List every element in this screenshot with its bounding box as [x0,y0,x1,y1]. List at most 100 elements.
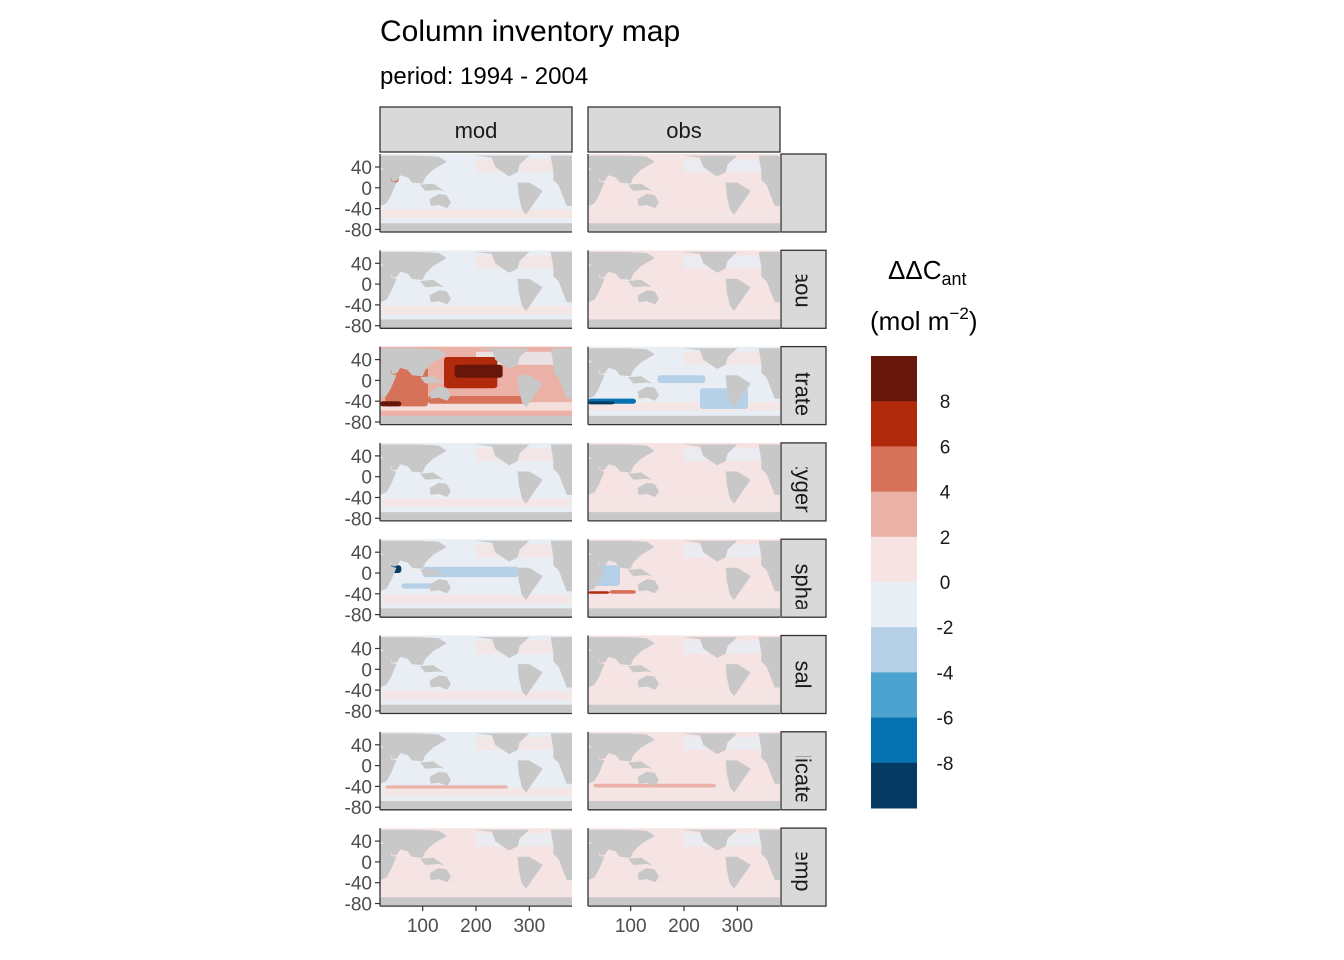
land-mass [588,223,780,232]
land-mass [474,444,530,466]
land-mass [628,761,658,770]
map-panel-mod-blank [379,154,572,233]
chart-title: Column inventory map [380,15,680,48]
map-panel-mod-sal [379,635,572,715]
land-mass [637,194,659,209]
land-mass [588,733,655,762]
land-mass [429,771,451,786]
land-mass [628,183,658,192]
y-tick-label: 40 [351,158,372,179]
map-panel-obs-sal [587,635,780,715]
legend-swatch [871,401,917,447]
map-panel-obs-nitrate [587,346,780,426]
land-mass [588,155,655,184]
facet-strip-obs [587,106,781,153]
y-tick-label: -40 [345,777,372,798]
y-tick-label: -80 [345,798,372,819]
legend-break-label: -2 [937,618,954,639]
land-mass [725,567,751,600]
land-mass [637,482,659,497]
facet-row-strip [780,249,827,329]
land-mass [588,608,780,618]
facet-row-label: silicate [791,737,816,804]
y-tick-label: -40 [345,874,372,895]
land-mass [588,362,605,399]
facet-row-strip [780,731,827,811]
y-tick-label: 0 [361,564,372,585]
map-panel-mod-phosphate [379,539,572,618]
land-mass [517,760,543,793]
y-tick-label: 40 [351,736,372,757]
land-mass [682,829,738,851]
facet-row-strip [780,634,827,715]
land-mass [517,278,543,312]
land-mass [429,194,451,209]
y-tick-label: 40 [351,254,372,275]
legend-break-label: 6 [940,437,951,458]
land-mass [380,444,447,473]
map-panel-mod-nitrate [379,346,572,426]
land-mass [758,540,780,592]
land-mass [628,665,658,674]
land-mass [682,155,738,177]
land-mass [588,348,655,377]
southern-ocean-band [380,787,572,796]
legend-swatch [871,762,917,809]
land-mass [474,829,530,851]
land-mass [588,897,780,907]
legend-swatch [871,536,917,583]
map-panel-mod-oxygen [379,442,572,522]
facet-strip-mod [379,106,573,153]
legend-break-label: -4 [937,663,954,684]
anomaly-patch [385,785,508,789]
y-tick-label: -80 [345,317,372,338]
land-mass [588,843,605,881]
land-mass [380,801,572,810]
land-mass [637,771,659,786]
land-mass [588,169,605,206]
legend-break-label: 8 [940,392,951,413]
land-mass [380,415,572,425]
land-mass [588,540,655,569]
y-tick-label: 0 [361,275,372,296]
southern-ocean-band [380,498,572,507]
facet-row-label: aou [791,271,816,308]
y-tick-label: -80 [345,895,372,916]
facet-strip-label: obs [666,118,701,143]
land-mass [725,375,751,408]
facet-row-strip [780,827,827,907]
legend-unit: (mol m−2) [870,304,978,336]
legend: ΔΔCant (mol m−2) 8 6 4 2 0 -2 -4 -6 -8 [870,255,978,809]
land-mass [588,801,780,810]
map-panel-obs-aou [587,250,780,329]
southern-ocean-band [588,594,780,604]
land-mass [429,675,451,690]
southern-ocean-band [588,787,780,796]
land-mass [588,251,655,280]
map-panel-mod-silicate [379,731,572,811]
land-mass [380,704,572,714]
land-mass [628,279,658,289]
x-tick-label: 300 [513,916,545,937]
legend-swatch [871,627,917,673]
facet-row-strip [780,538,827,618]
land-mass [380,512,572,521]
land-mass [550,540,572,592]
x-tick-label: 100 [407,916,439,937]
land-mass [380,747,397,784]
map-panel-obs-silicate [587,731,780,811]
land-mass [517,567,543,600]
land-mass [380,637,447,666]
y-tick-label: -40 [345,296,372,317]
land-mass [429,482,451,497]
southern-ocean-band [380,402,572,411]
land-mass [588,637,655,666]
land-mass [380,223,572,232]
southern-ocean-band [588,691,780,700]
land-mass [429,868,451,883]
land-mass [420,761,450,770]
land-mass [758,251,780,303]
land-mass [517,375,543,408]
land-mass [550,155,572,206]
land-mass [588,829,655,858]
